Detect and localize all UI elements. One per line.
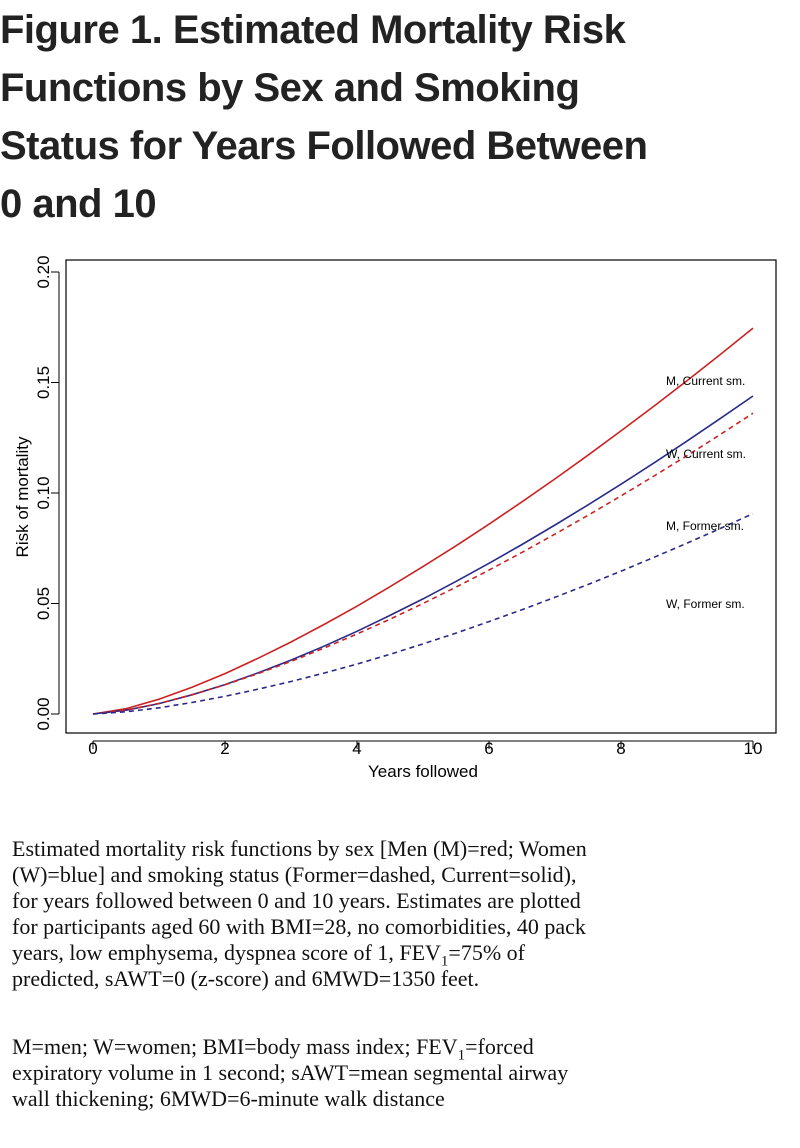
series-line-1	[92, 327, 754, 715]
series-layer	[92, 327, 754, 715]
x-axis-label: Years followed	[368, 762, 478, 781]
y-axis-label: Risk of mortality	[13, 436, 32, 557]
caption-line: predicted, sAWT=0 (z-score) and 6MWD=135…	[12, 966, 480, 991]
series-label-w-former: W, Former sm.	[666, 597, 745, 611]
x-tick-label: 0	[88, 739, 97, 758]
y-tick-label: 0.10	[34, 476, 53, 509]
series-line-2	[92, 395, 754, 715]
caption-line: for years followed between 0 and 10 year…	[12, 888, 581, 913]
caption-line: expiratory volume in 1 second; sAWT=mean…	[12, 1060, 569, 1085]
caption-text: =75% of	[448, 940, 525, 965]
y-tick-label: 0.20	[34, 255, 53, 288]
caption-line: years, low emphysema, dyspnea score of 1…	[12, 940, 792, 970]
mortality-risk-chart: 0 2 4 6 8 10 0.00 0.05 0.10 0.15 0.20 Years follo…	[13, 255, 777, 781]
x-tick-label: 8	[616, 739, 625, 758]
caption-line: Estimated mortality risk functions by se…	[12, 836, 587, 861]
figure-title-line: Figure 1. Estimated Mortality Risk	[0, 8, 626, 52]
figure-caption: Estimated mortality risk functions by se…	[12, 836, 792, 992]
figure-title-line: Status for Years Followed Between	[0, 124, 648, 168]
x-tick-label: 4	[352, 739, 361, 758]
series-label-w-current: W, Current sm.	[666, 447, 746, 461]
caption-text: years, low emphysema, dyspnea score of 1…	[12, 940, 441, 965]
plot-frame	[65, 259, 777, 734]
caption-line: for participants aged 60 with BMI=28, no…	[12, 914, 586, 939]
series-line-3	[92, 412, 754, 715]
y-tick-label: 0.00	[34, 697, 53, 730]
figure-title: Figure 1. Estimated Mortality Risk Funct…	[0, 0, 790, 233]
y-tick-label: 0.15	[34, 366, 53, 399]
subscript: 1	[440, 953, 449, 970]
figure-title-line: 0 and 10	[0, 182, 157, 226]
series-line-4	[92, 512, 754, 715]
caption-line: (W)=blue] and smoking status (Former=das…	[12, 862, 577, 887]
caption-line: wall thickening; 6MWD=6-minute walk dist…	[12, 1086, 445, 1111]
caption-text: =forced	[465, 1034, 534, 1059]
x-tick-label: 10	[744, 739, 763, 758]
y-axis: 0.00 0.05 0.10 0.15 0.20	[34, 255, 60, 731]
series-label-m-former: M, Former sm.	[666, 519, 744, 533]
subscript: 1	[457, 1047, 466, 1064]
x-tick-label: 6	[484, 739, 493, 758]
x-axis: 0 2 4 6 8 10	[88, 739, 762, 758]
y-tick-label: 0.05	[34, 587, 53, 620]
abbreviations-note: M=men; W=women; BMI=body mass index; FEV…	[12, 1034, 792, 1112]
series-label-m-current: M, Current sm.	[666, 374, 745, 388]
x-tick-label: 2	[220, 739, 229, 758]
caption-line: M=men; W=women; BMI=body mass index; FEV…	[12, 1034, 792, 1064]
figure-title-line: Functions by Sex and Smoking	[0, 66, 580, 110]
caption-text: M=men; W=women; BMI=body mass index; FEV	[12, 1034, 458, 1059]
